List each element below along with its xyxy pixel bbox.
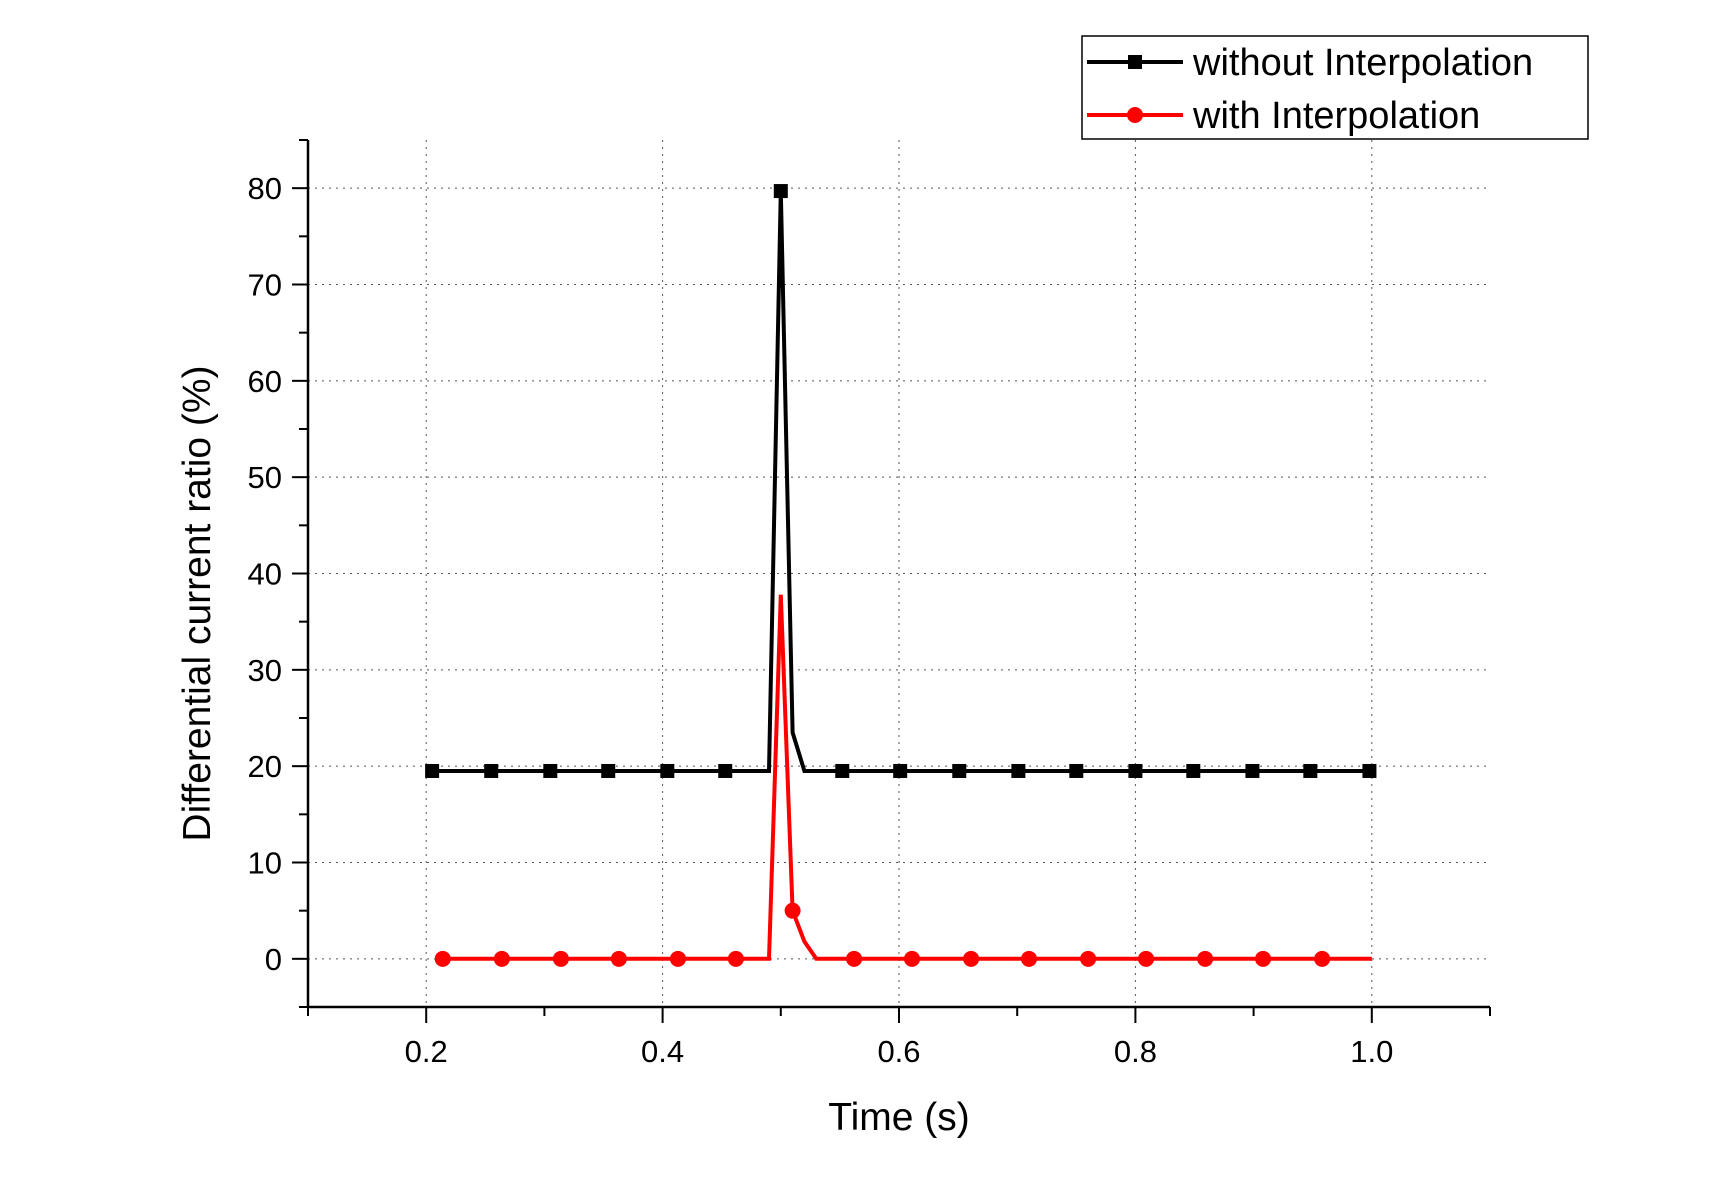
x-axis-title: Time (s) (828, 1096, 970, 1139)
y-tick-label: 0 (265, 942, 282, 977)
data-point-square (601, 763, 616, 778)
x-tick-label: 0.4 (641, 1034, 684, 1069)
data-point-square (835, 763, 850, 778)
y-tick-label: 10 (248, 846, 282, 881)
data-point-square (1303, 763, 1318, 778)
data-point-circle (1255, 950, 1272, 967)
data-point-circle (1021, 950, 1038, 967)
data-point-square (1186, 763, 1201, 778)
data-point-circle (1314, 950, 1331, 967)
series-layer (425, 184, 1377, 967)
data-point-square (1245, 763, 1260, 778)
data-point-circle (784, 902, 801, 919)
x-tick-label: 0.2 (405, 1034, 448, 1069)
data-point-circle (1080, 950, 1097, 967)
y-tick-label: 70 (248, 268, 282, 303)
x-tick-label: 0.8 (1114, 1034, 1157, 1069)
data-point-circle (846, 950, 863, 967)
data-point-square (660, 763, 675, 778)
y-tick-label: 50 (248, 460, 282, 495)
data-point-circle (963, 950, 980, 967)
data-point-circle (904, 950, 921, 967)
y-tick-label: 30 (248, 653, 282, 688)
legend-label-with-interpolation: with Interpolation (1192, 95, 1480, 137)
data-point-square (1362, 763, 1377, 778)
y-tick-label: 80 (248, 171, 282, 206)
legend-box (1081, 35, 1589, 140)
data-point-square (1128, 763, 1143, 778)
grid-lines (308, 140, 1490, 1007)
data-point-circle (1138, 950, 1155, 967)
data-point-square (773, 184, 788, 199)
y-tick-label: 20 (248, 749, 282, 784)
data-point-circle (669, 950, 686, 967)
data-point-circle (610, 950, 627, 967)
data-point-circle (493, 950, 510, 967)
x-tick-label: 0.6 (877, 1034, 920, 1069)
data-point-square (893, 763, 908, 778)
data-point-square (718, 763, 733, 778)
y-tick-label: 60 (248, 364, 282, 399)
series-line-without-interpolation (432, 191, 1372, 773)
data-point-square (425, 763, 440, 778)
axes: 0 10 20 30 40 50 60 70 80 0.2 0.4 0.6 0.8 1.0 (248, 139, 1491, 1069)
data-point-circle (434, 950, 451, 967)
data-point-square (1069, 763, 1084, 778)
series-line-with-interpolation (442, 594, 1372, 961)
legend-label-without-interpolation: without Interpolation (1192, 42, 1533, 84)
legend-marker-square (1128, 55, 1142, 69)
data-point-square (952, 763, 967, 778)
legend-marker-circle (1127, 107, 1143, 123)
data-point-square (1011, 763, 1026, 778)
data-point-square (543, 763, 558, 778)
data-point-circle (552, 950, 569, 967)
y-tick-label: 40 (248, 557, 282, 592)
y-axis-title: Differential current ratio (%) (176, 365, 219, 841)
data-point-square (484, 763, 499, 778)
x-tick-label: 1.0 (1350, 1034, 1393, 1069)
legend: without Interpolation with Interpolation (1081, 35, 1589, 140)
data-point-circle (727, 950, 744, 967)
data-point-circle (1197, 950, 1214, 967)
